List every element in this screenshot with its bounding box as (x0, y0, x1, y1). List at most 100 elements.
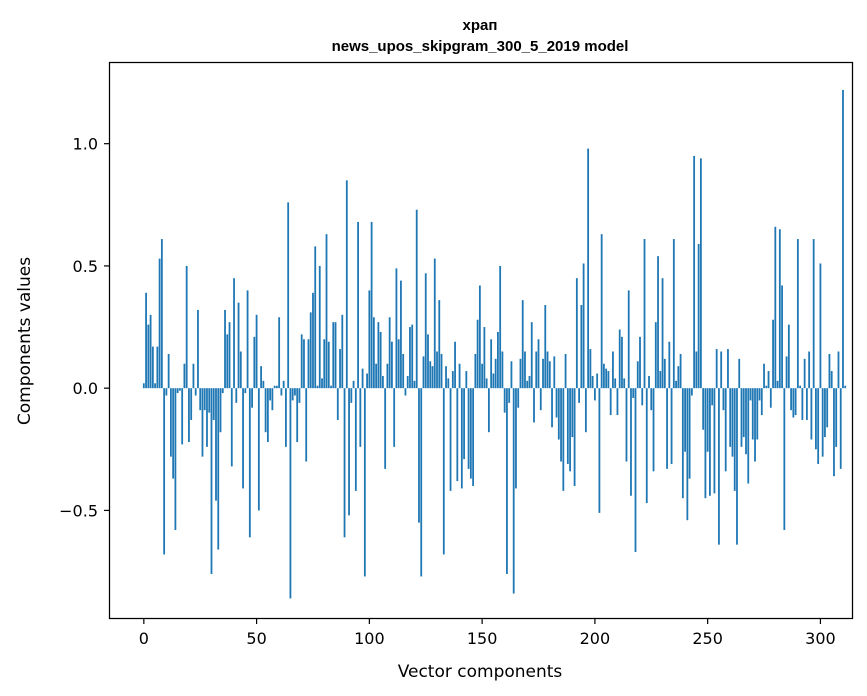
bar-component-41 (235, 388, 238, 403)
bar-component-6 (156, 346, 159, 389)
bar-component-208 (612, 351, 614, 389)
bar-component-91 (348, 388, 350, 516)
bar-component-270 (751, 388, 754, 440)
bar-component-179 (546, 351, 549, 389)
bar-component-234 (670, 388, 673, 464)
bar-component-204 (603, 363, 605, 389)
bar-component-59 (275, 385, 278, 389)
bar-component-146 (472, 388, 474, 486)
bar-component-207 (609, 388, 612, 416)
bar-component-279 (772, 319, 774, 389)
bar-component-46 (246, 290, 249, 389)
bar-component-119 (411, 324, 414, 389)
bar-component-220 (639, 336, 641, 389)
bar-component-69 (298, 388, 301, 403)
bar-component-17 (181, 388, 184, 445)
bar-component-155 (492, 373, 495, 389)
bar-component-168 (521, 300, 524, 389)
bar-component-307 (835, 388, 838, 447)
bar-component-223 (645, 388, 648, 504)
bar-component-44 (242, 388, 244, 489)
bar-component-228 (657, 256, 659, 389)
bar-component-8 (160, 239, 163, 389)
bar-component-104 (377, 322, 380, 389)
bar-component-84 (332, 322, 335, 389)
bar-component-291 (799, 385, 802, 389)
bar-component-51 (257, 388, 260, 511)
bar-component-288 (792, 388, 795, 418)
bar-component-280 (774, 226, 777, 389)
bar-component-52 (260, 366, 262, 389)
bar-component-40 (233, 278, 235, 389)
bar-component-92 (350, 388, 353, 403)
bar-component-311 (844, 385, 847, 389)
bar-component-47 (248, 388, 251, 538)
bar-component-33 (217, 388, 220, 550)
bar-component-292 (801, 388, 804, 420)
bar-component-157 (497, 331, 499, 389)
bar-component-296 (810, 388, 813, 440)
x-tick-label-200: 200 (580, 629, 611, 648)
bar-component-88 (341, 314, 344, 389)
bar-component-113 (397, 339, 400, 389)
bar-component-255 (718, 388, 720, 545)
bar-component-80 (323, 339, 326, 389)
bar-component-115 (402, 353, 405, 389)
bar-component-36 (224, 309, 226, 389)
bar-component-284 (783, 388, 786, 530)
bar-component-293 (803, 358, 806, 389)
bar-component-275 (763, 363, 765, 389)
bar-component-241 (686, 388, 689, 521)
bar-component-258 (724, 388, 727, 472)
bar-component-20 (188, 388, 190, 442)
bar-component-304 (828, 353, 831, 389)
bar-component-132 (440, 353, 443, 389)
bar-component-112 (395, 268, 398, 389)
bar-component-118 (409, 327, 411, 389)
bar-component-67 (294, 388, 296, 396)
bar-component-93 (352, 380, 355, 389)
bar-component-224 (648, 375, 650, 389)
bar-component-86 (336, 388, 339, 420)
chart-subtitle: news_upos_skipgram_300_5_2019 model (332, 38, 629, 55)
bar-component-278 (769, 388, 772, 408)
bar-component-211 (618, 329, 621, 389)
bar-component-177 (542, 358, 544, 389)
bar-component-198 (589, 349, 592, 389)
bar-component-236 (675, 380, 677, 389)
bar-component-305 (830, 371, 833, 389)
bar-component-9 (163, 388, 166, 555)
bar-component-103 (375, 363, 378, 389)
bar-component-127 (429, 361, 432, 389)
bar-component-216 (630, 388, 632, 496)
bar-component-245 (695, 351, 698, 389)
bar-component-64 (287, 202, 290, 389)
y-tick-label-3: 1.0 (73, 135, 98, 154)
bar-component-1 (145, 292, 147, 389)
bar-component-94 (354, 388, 357, 491)
bar-component-43 (239, 351, 242, 389)
bar-component-187 (564, 353, 567, 389)
bar-component-4 (151, 346, 154, 389)
bar-component-226 (652, 388, 655, 472)
x-tick-label-100: 100 (354, 629, 385, 648)
bar-component-308 (837, 351, 840, 389)
bar-component-99 (366, 373, 368, 389)
bar-component-269 (749, 388, 752, 401)
bar-component-253 (713, 388, 716, 494)
bar-component-176 (539, 388, 542, 411)
bar-component-3 (149, 314, 152, 389)
bar-component-75 (312, 292, 314, 389)
bar-component-259 (727, 349, 729, 389)
bar-component-295 (808, 351, 811, 389)
bar-component-55 (266, 388, 269, 442)
bar-component-48 (251, 388, 253, 408)
bar-component-180 (548, 361, 551, 389)
chart-title: храп (463, 17, 498, 34)
bar-component-309 (839, 388, 842, 469)
bar-component-199 (591, 375, 594, 389)
bars-group (142, 89, 847, 599)
bar-component-287 (790, 388, 792, 411)
bar-component-138 (454, 341, 456, 389)
